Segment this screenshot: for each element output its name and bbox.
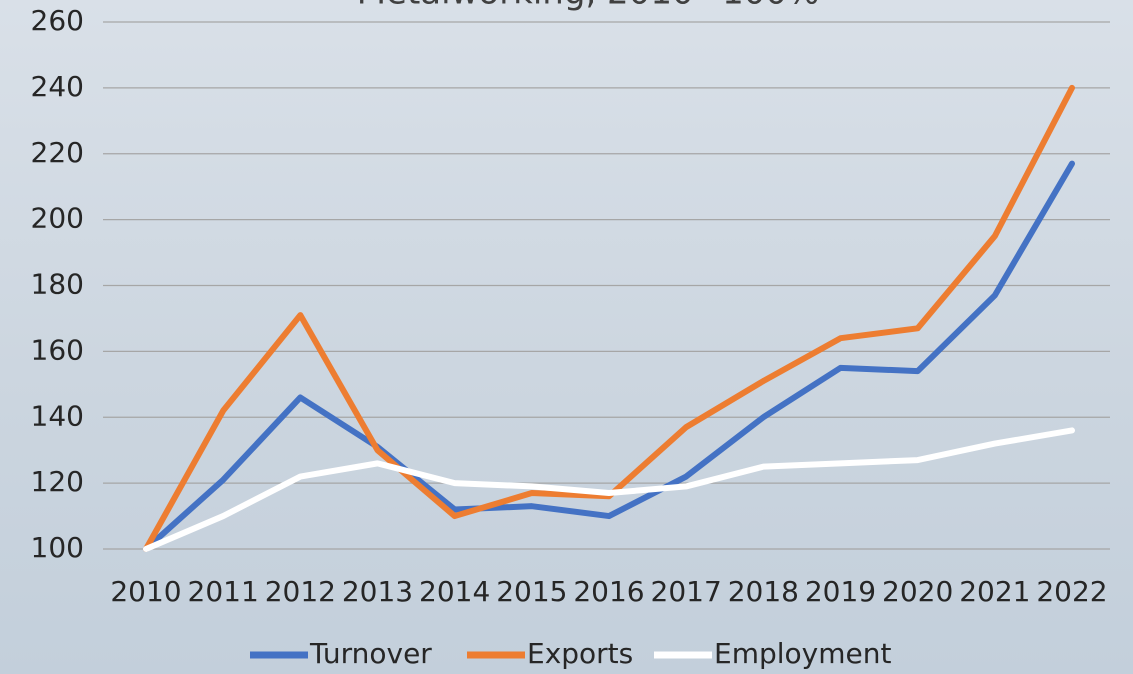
x-tick-label: 2016 xyxy=(573,575,644,608)
x-tick-label: 2010 xyxy=(110,575,181,608)
legend-label: Employment xyxy=(714,637,891,670)
series-line xyxy=(143,427,1075,552)
legend-label: Exports xyxy=(527,637,633,670)
y-tick-label: 140 xyxy=(31,399,84,432)
x-tick-label: 2019 xyxy=(805,575,876,608)
x-tick-label: 2012 xyxy=(265,575,336,608)
y-tick-label: 180 xyxy=(31,268,84,301)
x-tick-label: 2015 xyxy=(496,575,567,608)
y-tick-label: 200 xyxy=(31,202,84,235)
x-tick-label: 2018 xyxy=(728,575,799,608)
chart-title: Metalworking, 2010=100% xyxy=(357,0,820,13)
x-tick-label: 2017 xyxy=(651,575,722,608)
x-tick-label: 2021 xyxy=(959,575,1030,608)
x-tick-label: 2014 xyxy=(419,575,490,608)
y-tick-label: 240 xyxy=(31,70,84,103)
x-tick-label: 2022 xyxy=(1036,575,1107,608)
x-tick-label: 2020 xyxy=(882,575,953,608)
y-tick-label: 120 xyxy=(31,465,84,498)
series-line xyxy=(143,84,1075,552)
y-tick-label: 100 xyxy=(31,531,84,564)
y-tick-label: 160 xyxy=(31,333,84,366)
x-tick-label: 2013 xyxy=(342,575,413,608)
y-tick-label: 260 xyxy=(31,4,84,37)
y-tick-label: 220 xyxy=(31,136,84,169)
x-tick-label: 2011 xyxy=(188,575,259,608)
legend-label: Turnover xyxy=(309,637,432,670)
series-line xyxy=(143,160,1075,552)
